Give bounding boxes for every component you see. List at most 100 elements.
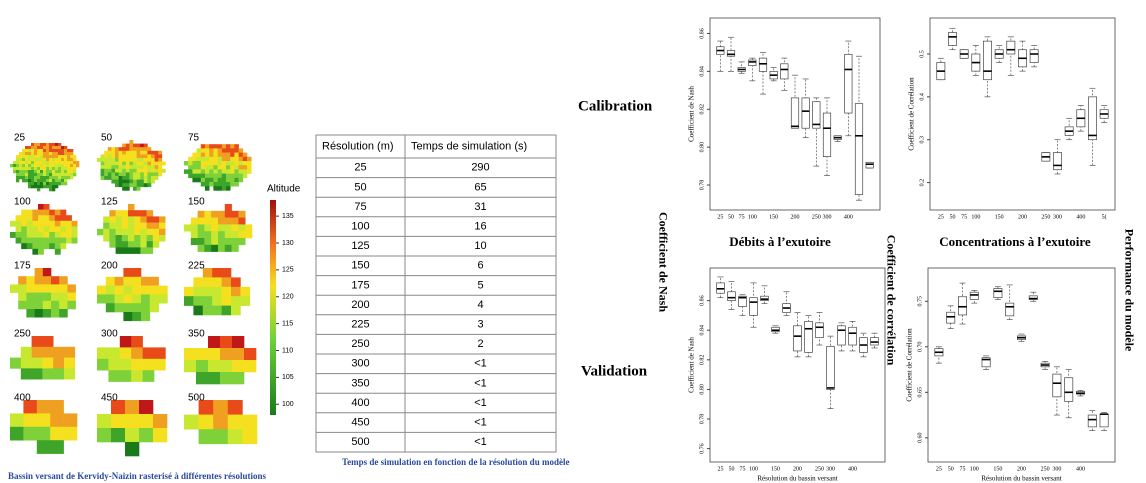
map-cell [146,241,154,248]
map-cell [136,147,141,152]
map-cell [26,300,35,310]
map-cell [224,238,232,246]
map-cell [133,158,137,162]
map-cell [109,216,116,223]
map-cell [25,167,29,171]
map-cell [188,165,193,170]
box [815,322,824,338]
map-cell [140,241,147,248]
map-cell [31,185,35,189]
map-cell [55,143,59,147]
map-cell [184,348,197,361]
x-tick-label: 400 [848,466,857,472]
map-cell [32,232,39,238]
map-label: 200 [101,261,118,272]
map-cell [58,164,62,168]
map-cell [71,220,78,227]
map-cell [220,348,233,361]
map-cell [192,152,197,158]
map-cell [118,172,123,177]
map-cell [123,285,133,295]
map-cell [52,179,56,183]
map-cell [36,400,51,414]
colorbar-tick-label: 135 [282,213,294,220]
map-cell [73,164,77,168]
map-cell [58,176,62,180]
map-cell [213,182,218,187]
y-tick-label: 0.78 [699,180,705,191]
map-cell [200,161,206,166]
map-cell [190,217,198,225]
table-caption: Temps de simulation en fonction de la ré… [342,457,569,467]
map-label: 150 [188,197,205,208]
map-cell [197,224,205,232]
map-cell [238,165,244,170]
map-cell [111,161,116,166]
map-cell [122,176,127,180]
map-cell [53,357,65,369]
map-cell [22,176,26,180]
map-cell [40,155,44,159]
map-cell [60,243,67,250]
y-tick-label: 0.86 [699,295,705,306]
map-cell [109,235,116,242]
map-cell [10,426,24,441]
map-cell [70,155,74,159]
map-cell [141,285,151,295]
map-cell [49,173,53,177]
map-cell [46,176,50,180]
map-cell [226,144,231,149]
map-cell [107,150,112,155]
map-cell [154,347,166,360]
map-cell [136,179,141,184]
map-cell [109,222,116,230]
map-cell [15,237,22,244]
map-cell [38,232,44,238]
map-cell [238,231,246,239]
map-cell [60,220,67,227]
map-cell [231,217,239,225]
map-cell [217,161,223,166]
map-cell [125,172,130,177]
map-cell [31,152,35,156]
map-cell [125,442,140,457]
map-cell [38,237,44,244]
map-cell [118,158,123,162]
map-cell [70,173,74,177]
map-cell [133,150,137,155]
map-cell [43,155,47,159]
map-cell [115,210,123,217]
map-cell [67,164,71,168]
map-cell [16,164,20,168]
map-cell [97,428,112,443]
map-cell [133,143,137,148]
map-cell [136,150,141,155]
map-cell [97,294,107,304]
map-cell [42,357,54,369]
map-cell [52,176,56,180]
map-label: 50 [101,133,113,144]
map-cell [244,360,257,373]
map-cell [18,276,27,285]
map-cell [43,215,50,222]
map-cell [108,347,121,360]
map-cell [49,243,56,250]
map-cell [16,173,20,177]
map-cell [217,173,223,179]
map-cell [49,226,56,233]
table-cell: 175 [351,279,369,291]
map-cell [66,226,72,233]
map-cell [184,286,194,297]
calibration-label: Calibration [578,98,653,114]
x-tick-label: 50 [729,466,735,472]
map-cell [28,185,32,189]
x-tick-label: 5( [1102,213,1107,220]
map-cell [50,440,64,454]
map-cell [64,161,68,165]
map-cell [208,348,221,361]
map-cell [205,177,210,183]
map-cell [129,158,134,162]
table-cell: 50 [354,181,366,193]
map-cell [158,150,163,155]
map-cell [46,158,50,162]
